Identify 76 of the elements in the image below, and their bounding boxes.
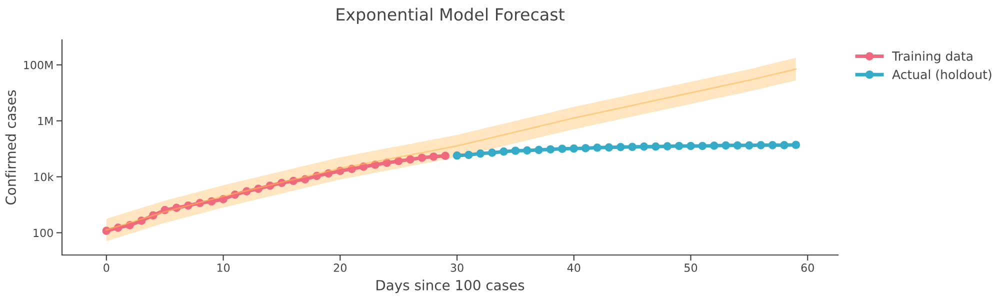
y-tick-label: 10k xyxy=(34,172,54,182)
point xyxy=(663,142,672,150)
point xyxy=(348,164,356,174)
point xyxy=(511,146,520,155)
point xyxy=(488,148,496,157)
point xyxy=(429,152,438,161)
legend-label: Training data xyxy=(892,51,972,64)
point xyxy=(686,142,695,150)
y-tick-label: 100 xyxy=(34,228,53,238)
point xyxy=(312,172,321,180)
point xyxy=(289,176,298,186)
point xyxy=(652,142,660,151)
point xyxy=(452,151,462,160)
point xyxy=(745,141,754,150)
point xyxy=(640,142,648,151)
point xyxy=(126,221,134,230)
chart-title: Exponential Model Forecast xyxy=(336,8,564,24)
point xyxy=(756,140,766,150)
point xyxy=(278,178,286,188)
point xyxy=(254,184,263,193)
point xyxy=(359,162,368,171)
x-tick-label: 0 xyxy=(104,264,110,272)
point xyxy=(102,226,111,235)
y-tick-label: 1M xyxy=(38,116,53,126)
point xyxy=(394,156,403,166)
point xyxy=(382,158,392,167)
point xyxy=(464,150,473,160)
y-tick-label: 100M xyxy=(24,60,53,70)
x-tick-label: 40 xyxy=(567,264,580,272)
point xyxy=(406,155,414,164)
x-tick-label: 10 xyxy=(217,264,230,272)
x-tick-label: 60 xyxy=(801,264,814,272)
point xyxy=(114,224,122,232)
point xyxy=(219,195,228,204)
point xyxy=(616,142,625,152)
point xyxy=(792,140,800,150)
point xyxy=(674,142,684,150)
point xyxy=(196,198,204,208)
y-axis-title: Confirmed cases xyxy=(5,90,16,205)
point xyxy=(324,169,333,178)
point xyxy=(722,141,730,150)
point xyxy=(371,160,380,169)
point xyxy=(581,144,590,152)
point xyxy=(522,146,532,155)
legend-label: Actual (holdout) xyxy=(892,70,992,81)
point xyxy=(418,154,426,162)
point xyxy=(137,216,146,225)
x-tick-label: 20 xyxy=(334,264,346,272)
point xyxy=(172,204,181,212)
point xyxy=(604,143,614,152)
point xyxy=(500,147,508,156)
point xyxy=(570,144,578,153)
point xyxy=(160,206,170,214)
point xyxy=(733,141,742,150)
point xyxy=(593,143,602,152)
point xyxy=(780,140,788,150)
point xyxy=(300,175,310,184)
point xyxy=(242,187,251,196)
point xyxy=(534,146,543,154)
point xyxy=(698,142,707,150)
point xyxy=(441,152,450,160)
point xyxy=(266,182,274,190)
point xyxy=(628,142,636,152)
point xyxy=(558,144,566,153)
point xyxy=(148,211,158,220)
point xyxy=(710,142,718,150)
x-tick-label: 50 xyxy=(684,264,698,272)
point xyxy=(768,140,777,150)
point xyxy=(546,145,555,154)
point xyxy=(476,149,485,158)
point xyxy=(207,197,216,206)
point xyxy=(336,166,344,176)
x-axis-title: Days since 100 cases xyxy=(376,280,524,294)
point xyxy=(230,190,240,199)
point xyxy=(184,201,192,210)
x-tick-label: 30 xyxy=(450,264,464,272)
